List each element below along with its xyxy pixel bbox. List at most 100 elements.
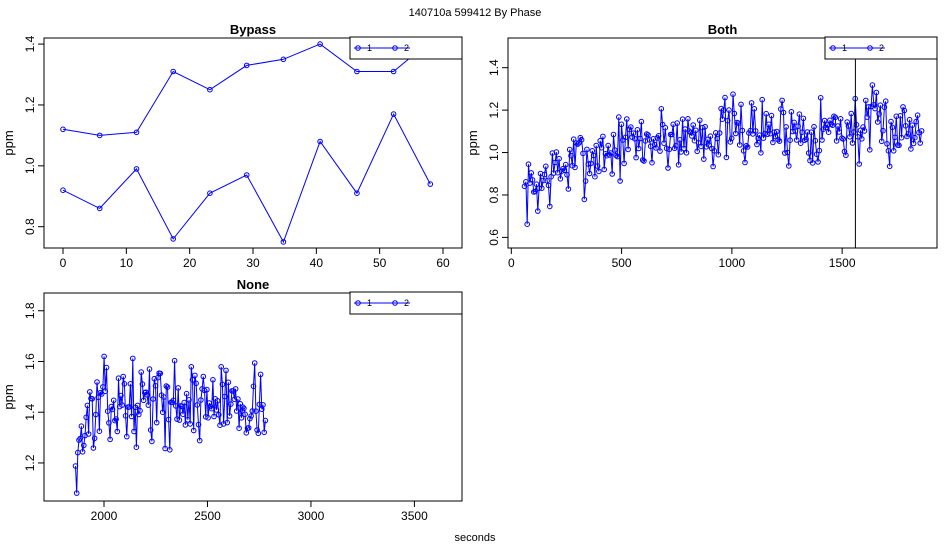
x-tick-label: 30 xyxy=(246,256,260,270)
data-point xyxy=(885,148,892,154)
data-point xyxy=(250,383,257,390)
data-point xyxy=(637,135,643,142)
panel-title: Bypass xyxy=(230,22,276,37)
data-point xyxy=(859,136,865,142)
data-point xyxy=(145,402,152,408)
x-tick-label: 50 xyxy=(373,256,387,270)
x-tick-label: 2500 xyxy=(194,509,221,523)
y-tick-label: 1.0 xyxy=(23,157,37,174)
data-point xyxy=(200,373,207,380)
data-point xyxy=(805,150,812,156)
legend-label: 1 xyxy=(842,43,847,53)
data-point xyxy=(873,89,880,96)
data-point xyxy=(751,106,758,112)
data-point xyxy=(192,372,198,379)
data-point xyxy=(641,158,647,164)
data-point xyxy=(645,132,651,138)
y-tick-label: 1.8 xyxy=(23,302,37,319)
data-point xyxy=(845,123,852,129)
data-point xyxy=(101,353,107,360)
data-point xyxy=(165,416,172,423)
data-point xyxy=(898,134,905,141)
data-point xyxy=(908,146,914,152)
data-point xyxy=(204,386,210,393)
data-point xyxy=(144,392,150,398)
y-tick-label: 1.2 xyxy=(23,454,37,471)
data-point xyxy=(758,150,764,156)
data-point xyxy=(837,116,844,122)
data-point xyxy=(167,447,173,453)
data-point xyxy=(427,181,434,187)
data-point xyxy=(582,178,589,184)
data-point xyxy=(608,150,614,156)
data-point xyxy=(799,129,805,135)
data-point xyxy=(102,388,109,395)
data-point xyxy=(763,110,770,117)
series-line-1 xyxy=(62,112,431,244)
data-point xyxy=(128,413,135,420)
data-point xyxy=(254,427,260,433)
panel-bypass: Bypass ppm 0 10 20 30 40 50 60 0.8 1.0 1.2 1.4 1 2 xyxy=(1,22,463,270)
y-axis-label: ppm xyxy=(465,130,480,155)
plot-frame xyxy=(507,37,938,249)
data-point xyxy=(867,147,873,153)
data-point xyxy=(181,399,187,406)
data-point xyxy=(795,123,801,129)
data-point xyxy=(186,397,192,403)
data-point xyxy=(796,111,803,117)
data-point xyxy=(673,143,679,149)
data-point xyxy=(590,152,597,159)
data-point xyxy=(562,161,569,168)
data-point xyxy=(632,136,638,142)
data-point xyxy=(541,171,548,178)
data-point xyxy=(811,123,817,130)
data-point xyxy=(638,118,645,125)
legend-label: 1 xyxy=(367,298,372,308)
data-point xyxy=(580,150,586,157)
data-point xyxy=(108,403,115,410)
data-point xyxy=(739,127,746,134)
data-point xyxy=(618,121,625,128)
data-point xyxy=(251,360,258,366)
data-point xyxy=(524,221,531,227)
data-point xyxy=(604,152,610,159)
data-point xyxy=(881,104,888,110)
data-point xyxy=(665,165,671,171)
data-point xyxy=(701,156,707,162)
plot-frame xyxy=(43,292,463,502)
data-point xyxy=(659,121,666,128)
data-point xyxy=(248,413,254,419)
data-point xyxy=(566,146,573,153)
data-point xyxy=(159,409,166,416)
data-point xyxy=(187,421,193,427)
data-point xyxy=(260,402,266,408)
data-point xyxy=(87,389,93,395)
data-point xyxy=(790,128,796,135)
data-point xyxy=(354,68,360,75)
y-axis-label: ppm xyxy=(1,384,16,409)
data-point xyxy=(754,141,760,148)
data-point xyxy=(109,406,116,413)
data-point xyxy=(809,160,816,166)
data-point xyxy=(697,117,703,124)
data-point xyxy=(138,369,144,375)
panel-title: None xyxy=(237,277,270,292)
data-point xyxy=(783,124,789,130)
data-point xyxy=(828,121,835,127)
legend-marker xyxy=(392,45,398,51)
data-point xyxy=(134,402,141,409)
data-point xyxy=(779,97,785,104)
data-point xyxy=(592,173,598,180)
data-point xyxy=(774,128,780,135)
data-point xyxy=(164,384,171,390)
data-point xyxy=(748,100,755,106)
data-point xyxy=(190,427,197,434)
data-point xyxy=(864,114,870,120)
data-point xyxy=(239,404,246,410)
data-point xyxy=(573,140,580,146)
data-point xyxy=(170,68,176,75)
data-point xyxy=(869,82,876,88)
data-point xyxy=(693,127,699,134)
data-point xyxy=(137,407,143,414)
data-point xyxy=(694,148,701,155)
